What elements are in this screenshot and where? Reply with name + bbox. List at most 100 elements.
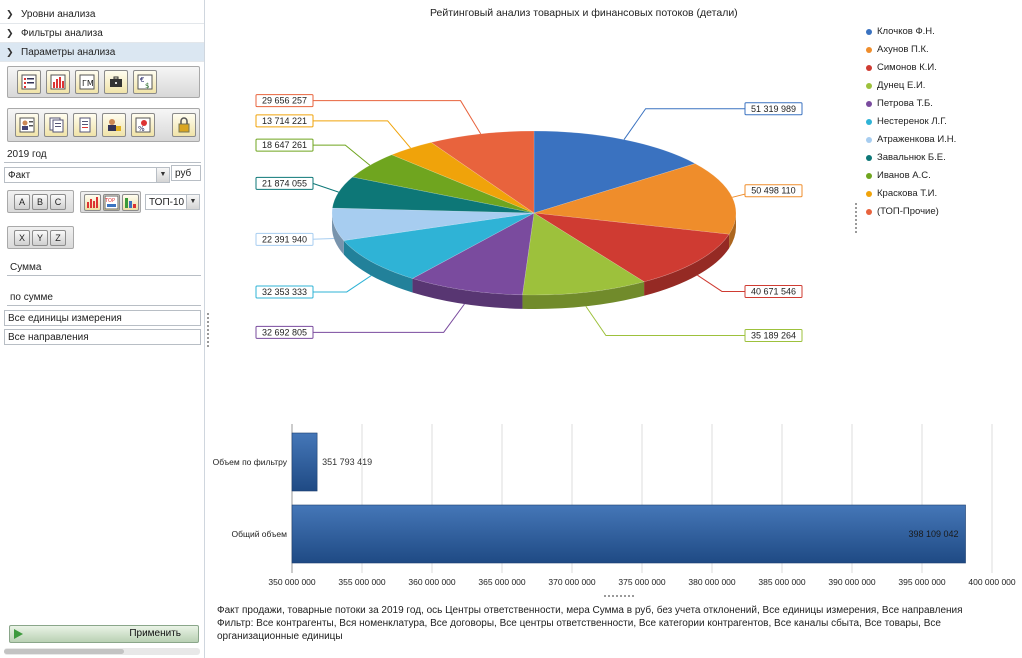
sort-field[interactable]: по сумме <box>7 290 201 306</box>
directions-field[interactable]: Все направления <box>4 329 201 345</box>
directions-value: Все направления <box>8 332 89 343</box>
measure-field[interactable]: Сумма <box>7 260 201 276</box>
x-tick-label: 385 000 000 <box>758 577 806 587</box>
legend-item[interactable]: Краскова Т.И. <box>866 188 956 206</box>
lock-icon[interactable] <box>172 113 196 137</box>
xyz-button-y[interactable]: Y <box>32 230 48 246</box>
caption-line-1: Факт продажи, товарные потоки за 2019 го… <box>217 605 963 616</box>
pie-leader-line <box>697 274 745 292</box>
legend-label: Петрова Т.Б. <box>877 98 933 109</box>
user-lock-icon[interactable] <box>102 113 126 137</box>
legend-label: Атраженкова И.Н. <box>877 134 957 145</box>
legend-item[interactable]: (ТОП-Прочие) <box>866 206 956 224</box>
pie-slice-side <box>522 281 645 309</box>
pie-slice[interactable] <box>391 142 535 214</box>
y-category-label: Объем по фильтру <box>213 457 288 467</box>
legend-item[interactable]: Петрова Т.Б. <box>866 98 956 116</box>
legend-item[interactable]: Завальнюк Б.Е. <box>866 152 956 170</box>
section-filters[interactable]: ❯ Фильтры анализа <box>0 24 204 43</box>
pie-value-label-box <box>255 176 314 190</box>
currency-exchange-icon[interactable]: € $ <box>133 70 157 94</box>
legend-label: Нестеренок Л.Г. <box>877 116 947 127</box>
briefcase-icon[interactable] <box>104 70 128 94</box>
abc-button-b[interactable]: B <box>32 194 48 210</box>
legend-item[interactable]: Дунец Е.И. <box>866 80 956 98</box>
pie-slice[interactable] <box>533 212 730 283</box>
bar-chart-icon[interactable] <box>46 70 70 94</box>
pie-value-label: 51 319 989 <box>751 104 796 114</box>
pie-slice-side <box>343 240 413 293</box>
pie-value-label-box <box>255 285 314 299</box>
pie-slice[interactable] <box>331 207 535 241</box>
pie-slice[interactable] <box>522 212 645 296</box>
svg-text:$: $ <box>145 82 149 90</box>
pie-value-label-box <box>255 232 314 246</box>
abc-button-a[interactable]: A <box>14 194 30 210</box>
report-caption: Факт продажи, товарные потоки за 2019 го… <box>217 604 1007 643</box>
bar[interactable] <box>291 504 966 564</box>
pie-chart-title: Рейтинговый анализ товарных и финансовых… <box>430 7 738 19</box>
currency-field[interactable]: руб <box>171 165 201 181</box>
legend-label: Симонов К.И. <box>877 62 937 73</box>
section-parameters[interactable]: ❯ Параметры анализа <box>0 43 204 62</box>
pie-slice[interactable] <box>411 212 535 296</box>
pie-value-label: 29 656 257 <box>262 96 307 106</box>
apply-button[interactable]: Применить <box>9 625 199 643</box>
legend-swatch <box>866 137 872 143</box>
list-icon[interactable] <box>17 70 41 94</box>
document-icon[interactable] <box>73 113 97 137</box>
analysis-sidebar: ❯ Уровни анализа ❯ Фильтры анализа ❯ Пар… <box>0 0 205 658</box>
legend-item[interactable]: Симонов К.И. <box>866 62 956 80</box>
legend-swatch <box>866 173 872 179</box>
documents-icon[interactable] <box>44 113 68 137</box>
section-parameters-label: Параметры анализа <box>21 47 116 58</box>
pie-slice[interactable] <box>332 176 535 214</box>
legend-item[interactable]: Атраженкова И.Н. <box>866 134 956 152</box>
section-levels[interactable]: ❯ Уровни анализа <box>0 5 204 24</box>
scrollbar-thumb[interactable] <box>4 649 124 654</box>
pie-value-label-box <box>744 184 803 198</box>
sidebar-scrollbar[interactable] <box>4 648 200 655</box>
panel-splitter[interactable] <box>207 313 209 347</box>
legend-item[interactable]: Нестеренок Л.Г. <box>866 116 956 134</box>
legend-item[interactable]: Клочков Ф.Н. <box>866 26 956 44</box>
user-card-icon[interactable] <box>15 113 39 137</box>
gm-icon[interactable]: ГМ <box>75 70 99 94</box>
pie-leader-line <box>313 303 465 333</box>
xyz-button-x[interactable]: X <box>14 230 30 246</box>
bar-chart-icon[interactable] <box>84 194 101 211</box>
analysis-axis-toolbar: % <box>7 108 200 142</box>
pie-slice[interactable] <box>343 212 535 279</box>
units-value: Все единицы измерения <box>8 313 122 324</box>
measure-type-select[interactable]: Факт ▼ <box>4 167 170 183</box>
legend-swatch <box>866 83 872 89</box>
legend-splitter[interactable] <box>855 203 857 233</box>
svg-text:%: % <box>138 125 145 133</box>
xyz-button-z[interactable]: Z <box>50 230 66 246</box>
top-select[interactable]: ТОП-10 ▼ <box>145 194 200 210</box>
abc-group: A B C <box>7 190 74 213</box>
measure-type-value: Факт <box>8 170 31 181</box>
legend-swatch <box>866 101 872 107</box>
sort-chart-icon[interactable] <box>122 194 139 211</box>
period-field[interactable]: 2019 год <box>4 147 201 163</box>
units-field[interactable]: Все единицы измерения <box>4 310 201 326</box>
pie-slice-side <box>644 234 730 296</box>
bar[interactable] <box>291 432 318 492</box>
analysis-type-toolbar: ГМ € $ <box>7 66 200 98</box>
chart-splitter[interactable] <box>604 595 634 597</box>
chevron-down-icon: ▼ <box>186 195 199 209</box>
legend-item[interactable]: Ахунов П.К. <box>866 44 956 62</box>
legend-item[interactable]: Иванов А.С. <box>866 170 956 188</box>
top-rating-icon[interactable]: TOP <box>103 194 120 211</box>
pie-slice-side <box>729 213 736 249</box>
currency-value: руб <box>175 168 192 179</box>
legend-swatch <box>866 29 872 35</box>
period-value: 2019 год <box>7 149 47 160</box>
abc-button-c[interactable]: C <box>50 194 66 210</box>
pie-leader-line <box>313 100 482 135</box>
percent-chart-icon[interactable]: % <box>131 113 155 137</box>
pie-value-label: 22 391 940 <box>262 234 307 244</box>
pie-value-label: 40 671 546 <box>751 286 796 296</box>
legend-label: Ахунов П.К. <box>877 44 929 55</box>
